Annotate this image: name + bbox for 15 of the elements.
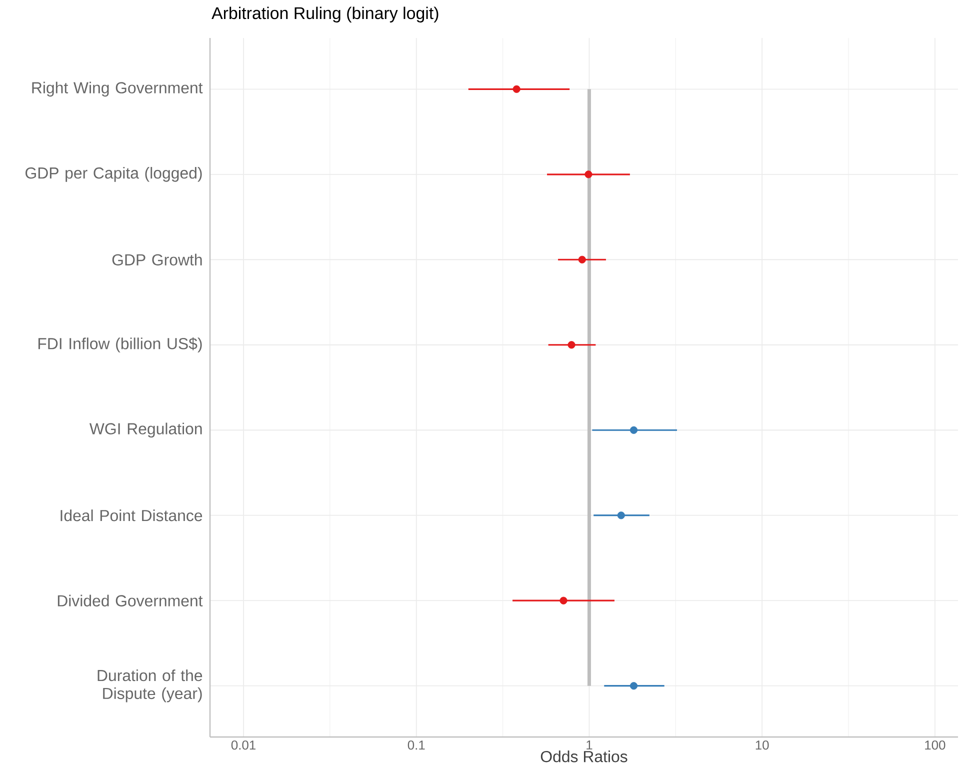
y-tick-label: Right Wing Government: [32, 82, 203, 97]
x-tick-label: 10: [756, 740, 769, 750]
y-tick-label: Duration of the Dispute (year): [98, 669, 202, 702]
x-tick-label: 0.1: [408, 740, 425, 750]
x-tick-label: 1: [586, 740, 592, 750]
y-tick-label: Divided Government: [58, 594, 203, 606]
y-tick-label: FDI Inflow (billion US$): [38, 337, 202, 352]
y-tick-label: GDP per Capita (logged): [26, 166, 202, 182]
y-tick-label: Ideal Point Distance: [60, 510, 202, 522]
x-axis-title: Odds Ratios: [540, 750, 628, 762]
y-tick-label: GDP Growth: [112, 254, 202, 266]
y-tick-label: WGI Regulation: [89, 422, 202, 438]
chart-title: Arbitration Ruling (binary logit): [212, 6, 438, 23]
x-tick-label: 100: [925, 740, 946, 750]
x-tick-label: 0.01: [231, 740, 256, 750]
